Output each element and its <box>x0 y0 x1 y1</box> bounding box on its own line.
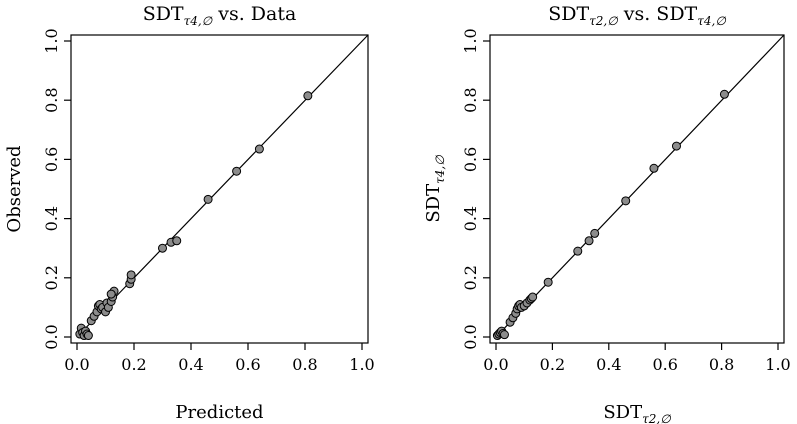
title-subscript-2: τ4,∅ <box>697 14 726 28</box>
scatter-panel-2: 0.00.00.20.20.40.40.60.60.80.81.01.0SDTτ… <box>423 3 791 424</box>
text-subscript: τ4,∅ <box>433 155 447 184</box>
data-point <box>232 166 242 176</box>
x-tick-label: 1.0 <box>765 355 790 374</box>
y-tick-label: 0.6 <box>461 147 480 172</box>
data-point <box>303 91 313 101</box>
y-axis-title: SDTτ4,∅ <box>423 155 447 223</box>
y-tick-label: 0.8 <box>42 87 61 112</box>
data-point <box>158 243 167 253</box>
data-point <box>573 246 583 256</box>
x-tick-label: 0.2 <box>540 355 565 374</box>
x-tick-label: 1.0 <box>349 355 374 374</box>
y-tick-label: 0.4 <box>461 206 480 231</box>
text-main: SDT <box>603 402 642 423</box>
text-subscript: τ2,∅ <box>589 14 618 28</box>
data-point <box>83 331 93 341</box>
plot-frame <box>489 34 785 344</box>
x-tick-label: 0.4 <box>596 355 621 374</box>
identity-reference-line <box>495 34 785 338</box>
y-tick-label: 0.6 <box>42 147 61 172</box>
data-point <box>543 277 553 287</box>
text-main: SDT <box>423 184 444 223</box>
data-point <box>671 141 681 151</box>
text-main: Predicted <box>175 402 263 423</box>
y-tick-label: 1.0 <box>461 28 480 53</box>
y-tick-label: 0.0 <box>461 324 480 349</box>
x-tick-label: 0.6 <box>652 355 677 374</box>
text-main: SDT <box>548 3 589 25</box>
data-point <box>126 270 136 280</box>
text-main: Observed <box>4 145 25 232</box>
title-rest: vs. Data <box>212 3 296 25</box>
data-point <box>719 89 729 99</box>
data-point <box>621 196 631 206</box>
y-axis-title: Observed <box>4 145 25 232</box>
title-rest: vs. SDT <box>618 3 698 25</box>
x-tick-label: 0.4 <box>178 355 203 374</box>
y-tick-label: 0.2 <box>461 265 480 290</box>
data-point <box>106 289 116 299</box>
data-point <box>172 236 182 246</box>
data-point <box>528 292 538 302</box>
y-tick-label: 1.0 <box>42 28 61 53</box>
data-point <box>590 228 600 238</box>
identity-reference-line <box>76 34 369 338</box>
data-point <box>649 163 659 173</box>
y-tick-label: 0.4 <box>42 206 61 231</box>
text-subscript: τ2,∅ <box>642 412 671 424</box>
data-point <box>584 236 594 246</box>
y-tick-label: 0.2 <box>42 265 61 290</box>
x-axis-title: SDTτ2,∅ <box>603 402 671 424</box>
text-subscript: τ4,∅ <box>184 14 213 28</box>
plot-frame <box>70 34 369 344</box>
x-tick-label: 0.0 <box>483 355 508 374</box>
scatter-panel-1: 0.00.0 0.2 0.2 0.4 0.4 0.6 0.6 0.8 0.8 1.0 1.0 SDTτ… <box>4 3 375 423</box>
x-tick-label: 0.6 <box>235 355 260 374</box>
data-point <box>499 330 509 340</box>
data-point <box>203 194 213 204</box>
x-axis-title: Predicted <box>175 402 263 423</box>
x-tick-label: 0.8 <box>292 355 317 374</box>
x-tick-label: 0.8 <box>709 355 734 374</box>
chart-title: SDTτ2,∅ vs. SDTτ4,∅ <box>548 3 726 28</box>
y-tick-label: 0.8 <box>461 87 480 112</box>
y-tick-label: 0.0 <box>42 324 61 349</box>
x-tick-label: 0.2 <box>121 355 146 374</box>
text-main: SDT <box>143 3 184 25</box>
x-tick-label: 0.0 <box>64 355 89 374</box>
data-point <box>254 144 264 154</box>
chart-title: SDTτ4,∅ vs. Data <box>143 3 297 28</box>
